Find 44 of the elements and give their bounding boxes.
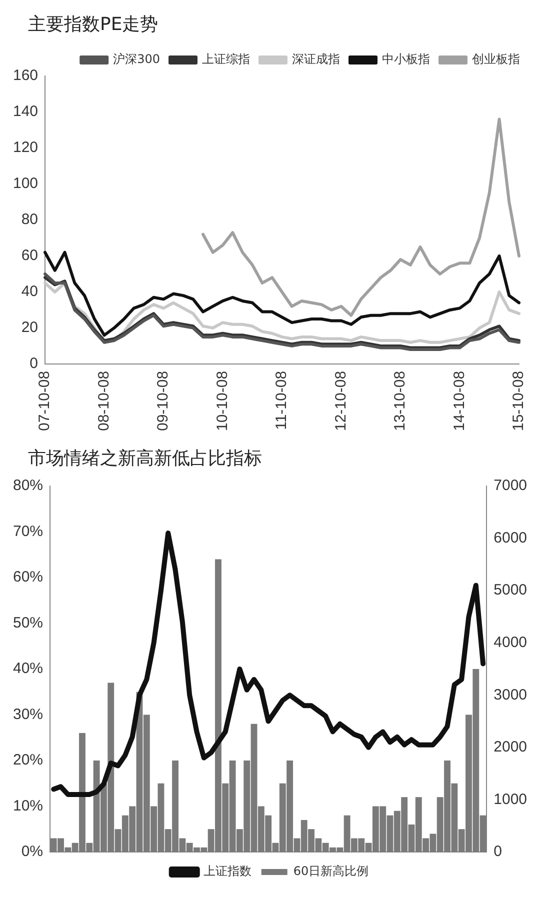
y2-tick-label: 5000 xyxy=(494,582,528,599)
x-tick-label: 12-10-08 xyxy=(332,370,350,432)
y-tick-label: 140 xyxy=(12,103,38,120)
x-tick-label: 15-10-08 xyxy=(510,370,528,432)
y-tick-label: 0% xyxy=(21,843,44,860)
y-tick-label: 60 xyxy=(21,247,38,264)
y-tick-label: 10% xyxy=(12,797,44,814)
y-tick-label: 80 xyxy=(21,211,38,228)
y2-tick-label: 4000 xyxy=(494,634,528,651)
legend-label: 沪深300 xyxy=(113,52,160,66)
y-tick-label: 80% xyxy=(12,477,44,494)
y2-tick-label: 0 xyxy=(494,843,502,860)
y2-tick-label: 3000 xyxy=(494,686,528,704)
y-tick-label: 100 xyxy=(12,175,38,192)
y-tick-label: 40% xyxy=(12,660,44,678)
x-tick-label: 13-10-08 xyxy=(392,370,409,432)
x-tick-label: 09-10-08 xyxy=(154,370,172,432)
x-tick-label: 10-10-08 xyxy=(214,370,231,432)
y-tick-label: 20% xyxy=(12,752,44,769)
legend-label: 深证成指 xyxy=(292,52,340,66)
y-tick-label: 70% xyxy=(12,522,44,540)
x-tick-label: 14-10-08 xyxy=(450,370,468,432)
y-tick-label: 120 xyxy=(12,139,38,156)
y-tick-label: 60% xyxy=(12,568,44,586)
x-tick-label: 11-10-08 xyxy=(273,370,290,430)
y-tick-label: 50% xyxy=(12,614,44,632)
y2-tick-label: 2000 xyxy=(494,738,528,756)
chart-title: 主要指数PE走势 xyxy=(27,13,160,37)
chart-title: 市场情绪之新高新低占比指标 xyxy=(27,447,263,471)
legend-label: 中小板指 xyxy=(382,52,430,66)
x-tick-label: 08-10-08 xyxy=(95,370,112,432)
y2-tick-label: 6000 xyxy=(494,529,528,546)
legend-label: 60日新高比例 xyxy=(293,864,369,878)
y-tick-label: 40 xyxy=(21,283,38,300)
y2-tick-label: 7000 xyxy=(494,477,528,494)
y2-tick-label: 1000 xyxy=(494,790,528,808)
y-tick-label: 20 xyxy=(21,319,38,336)
legend-label: 上证综指 xyxy=(202,52,250,66)
legend-label: 创业板指 xyxy=(472,52,520,66)
y-tick-label: 160 xyxy=(12,67,38,84)
x-tick-label: 07-10-08 xyxy=(36,370,54,432)
y-tick-label: 30% xyxy=(12,706,44,723)
y-tick-label: 0 xyxy=(30,355,38,372)
legend-label: 上证指数 xyxy=(203,864,252,878)
